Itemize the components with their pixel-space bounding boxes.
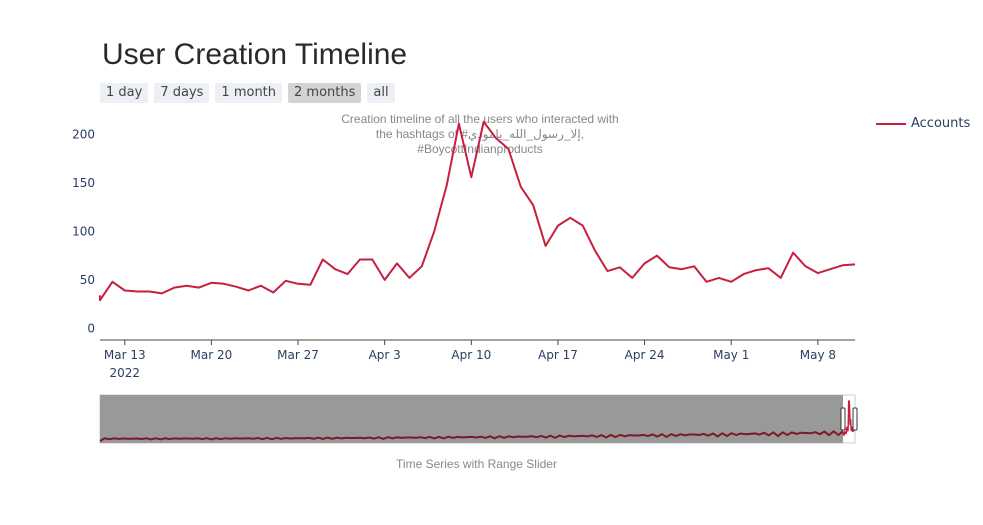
legend-label: Accounts [911,116,971,131]
legend-swatch [876,122,906,125]
x-tick-label: Apr 24 [625,348,665,362]
annotation-line-1: Creation timeline of all the users who i… [341,112,619,126]
range-button-all[interactable]: all [367,83,395,103]
y-axis: 0 50 100 150 200 [72,127,95,335]
y-tick-label: 200 [72,127,95,141]
range-button-1-month[interactable]: 1 month [215,83,283,103]
annotation-line-2: the hashtags of #إلا_رسول_الله_يامودي, #… [375,127,585,156]
range-button-1-day[interactable]: 1 day [100,83,149,103]
x-tick-label: May 8 [800,348,836,362]
x-tick-label: Mar 20 [191,348,233,362]
y-tick-label: 100 [72,224,95,238]
x-tick-label: Apr 10 [451,348,491,362]
slider-window-line [842,400,856,437]
slider-mask-left [100,395,843,443]
y-tick-label: 0 [87,321,95,335]
legend-item-accounts[interactable]: Accounts [876,116,970,131]
range-selector: 1 day 7 days 1 month 2 months all [100,83,395,103]
slider-handle-right [852,407,858,431]
chart-annotation: Creation timeline of all the users who i… [320,112,640,157]
y-tick-label: 50 [80,273,95,287]
chart-title: User Creation Timeline [102,38,408,71]
x-tick-label: May 1 [713,348,749,362]
x-axis: Mar 13 2022 Mar 20 Mar 27 Apr 3 Apr 10 Apr 17 A… [100,339,855,380]
x-tick-year-label: 2022 [109,366,140,380]
x-tick-label: Mar 27 [277,348,319,362]
range-button-2-months[interactable]: 2 months [288,83,362,103]
slider-handle-left [840,407,846,431]
slider-caption: Time Series with Range Slider [396,457,557,471]
slider-background [99,394,856,444]
x-tick-label: Apr 17 [538,348,578,362]
range-slider[interactable] [99,394,858,444]
y-tick-label: 150 [72,176,95,190]
x-tick-label: Apr 3 [369,348,401,362]
range-button-7-days[interactable]: 7 days [154,83,210,103]
x-tick-label: Mar 13 [104,348,146,362]
slider-overview-line [99,430,844,442]
